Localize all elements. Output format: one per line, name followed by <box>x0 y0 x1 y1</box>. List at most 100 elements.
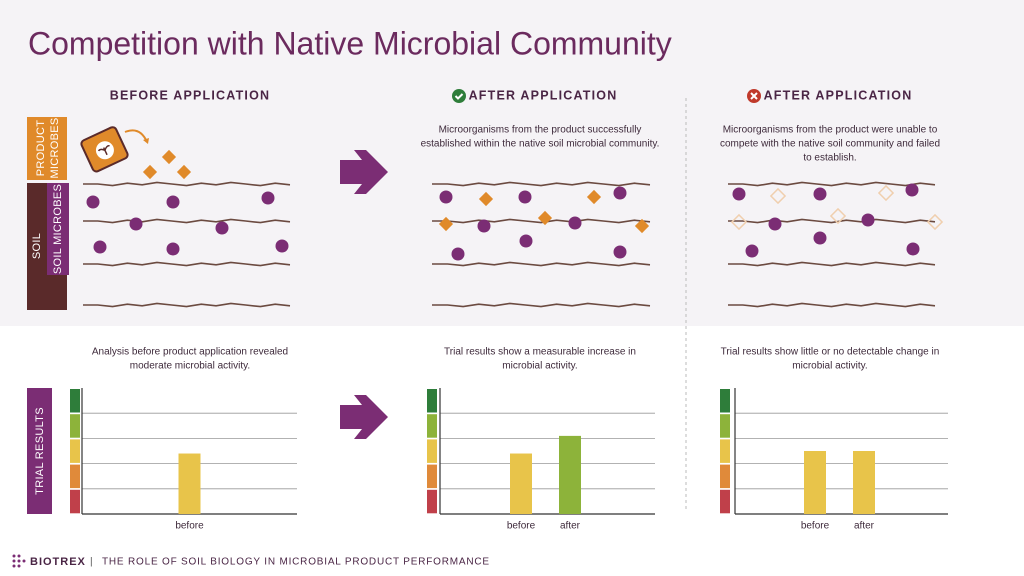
soil-line <box>728 302 936 308</box>
scale-block <box>720 439 730 463</box>
product-microbe <box>730 213 748 231</box>
soil-microbe <box>518 190 532 204</box>
result-text: moderate microbial activity. <box>130 361 250 372</box>
soil-line <box>83 218 291 224</box>
scale-block <box>427 389 437 413</box>
soil-microbe <box>613 245 627 259</box>
soil-line <box>432 261 651 267</box>
result-text: microbial activity. <box>792 361 867 372</box>
soil-microbe <box>768 217 782 231</box>
soil-microbe <box>261 191 275 205</box>
soil-line <box>432 302 651 308</box>
scale-block <box>70 464 80 489</box>
scale-block <box>70 489 80 514</box>
soil-microbe <box>813 231 827 245</box>
x-tick-label: before <box>801 521 830 532</box>
bar <box>178 453 201 514</box>
soil-microbe <box>439 190 453 204</box>
cross-icon <box>747 89 761 103</box>
soil-microbes-box <box>47 183 69 275</box>
panel-description: compete with the native soil community a… <box>720 139 940 150</box>
soil-microbe <box>813 187 827 201</box>
result-text: Trial results show little or no detectab… <box>721 347 940 358</box>
arrow <box>340 150 388 194</box>
arrow <box>340 395 388 439</box>
label: TRIAL RESULTS <box>34 407 46 495</box>
scale-block <box>70 389 80 413</box>
bar <box>853 451 875 514</box>
bar <box>510 453 532 514</box>
product-microbe <box>438 216 454 232</box>
label: SOIL <box>31 233 43 259</box>
scale-block <box>70 439 80 463</box>
soil-microbe <box>861 213 875 227</box>
product-bag-icon <box>80 126 149 173</box>
product-microbe <box>478 191 494 207</box>
soil-microbe <box>745 244 759 258</box>
result-text: microbial activity. <box>502 361 577 372</box>
bar <box>804 451 826 514</box>
title: Competition with Native Microbial Commun… <box>28 25 672 61</box>
soil-line <box>432 181 651 187</box>
soil-microbe <box>166 242 180 256</box>
panel-description: established within the native soil micro… <box>421 139 660 150</box>
panel-heading: AFTER APPLICATION <box>764 88 913 102</box>
footer-text: THE ROLE OF SOIL BIOLOGY IN MICROBIAL PR… <box>102 557 490 568</box>
brand: BIOTREX <box>30 556 86 568</box>
soil-microbe <box>129 217 143 231</box>
soil-microbe <box>215 221 229 235</box>
footer-separator: | <box>90 557 93 568</box>
x-tick-label: before <box>507 521 536 532</box>
product-microbe <box>537 210 553 226</box>
panel-description: Microorganisms from the product were una… <box>723 125 938 136</box>
soil-line <box>432 218 651 224</box>
scale-block <box>70 414 80 438</box>
panel-description: Microorganisms from the product successf… <box>439 125 642 136</box>
soil-microbe <box>568 216 582 230</box>
panel-heading: AFTER APPLICATION <box>469 88 618 102</box>
soil-microbe <box>86 195 100 209</box>
scale-block <box>720 389 730 413</box>
product-microbe <box>161 149 177 165</box>
soil-microbe <box>732 187 746 201</box>
x-tick-label: before <box>175 521 204 532</box>
soil-microbe <box>519 234 533 248</box>
soil-line <box>728 218 936 224</box>
scale-block <box>720 414 730 438</box>
scale-block <box>427 414 437 438</box>
trial-label-box <box>27 388 52 514</box>
product-microbe <box>877 184 895 202</box>
label: MICROBES <box>49 117 61 178</box>
soil-microbe <box>451 247 465 261</box>
soil-microbe <box>275 239 289 253</box>
label: PRODUCT <box>35 120 47 177</box>
scale-block <box>427 489 437 514</box>
product-microbe <box>769 187 787 205</box>
footer-logo <box>12 554 26 568</box>
result-text: Analysis before product application reve… <box>92 347 288 358</box>
soil-microbe <box>906 242 920 256</box>
soil-microbe <box>613 186 627 200</box>
soil-line <box>83 302 291 308</box>
soil-microbe <box>905 183 919 197</box>
soil-line <box>728 261 936 267</box>
product-microbe <box>634 218 650 234</box>
soil-line <box>83 261 291 267</box>
result-text: Trial results show a measurable increase… <box>444 347 636 358</box>
panel-heading: BEFORE APPLICATION <box>110 88 271 102</box>
check-icon <box>452 89 466 103</box>
scale-block <box>720 464 730 489</box>
x-tick-label: after <box>854 521 875 532</box>
soil-line <box>83 181 291 187</box>
scale-block <box>427 439 437 463</box>
product-microbe <box>586 189 602 205</box>
product-microbe <box>926 213 944 231</box>
product-microbe <box>142 164 158 180</box>
product-microbe <box>829 207 847 225</box>
product-label-box <box>27 117 67 180</box>
x-tick-label: after <box>560 521 581 532</box>
top-band <box>0 0 1024 326</box>
product-microbe <box>176 164 192 180</box>
panel-description: to establish. <box>803 153 856 164</box>
